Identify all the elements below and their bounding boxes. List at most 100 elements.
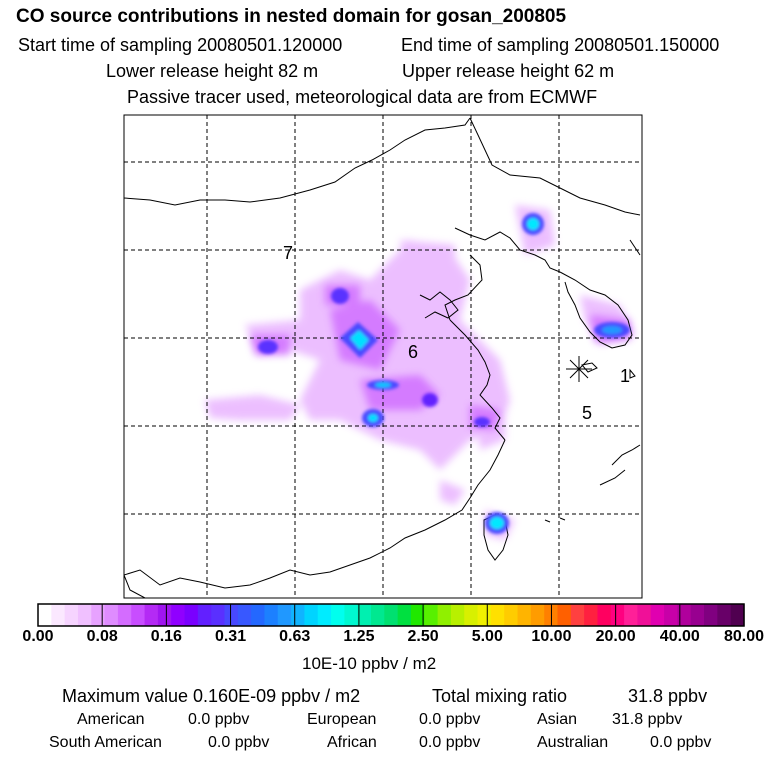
receptor-star-icon <box>566 356 592 382</box>
colorbar-swatch <box>117 604 132 626</box>
colorbar-swatch <box>157 604 172 626</box>
hotspot-xian <box>258 340 278 354</box>
colorbar-tick-label: 80.00 <box>723 628 765 645</box>
colorbar-swatch <box>211 604 226 626</box>
colorbar-swatch <box>277 604 292 626</box>
colorbar-swatch <box>64 604 79 626</box>
colorbar-swatch <box>171 604 186 626</box>
colorbar-swatch <box>51 604 66 626</box>
colorbar-swatch <box>384 604 399 626</box>
colorbar-tick-label: 2.50 <box>407 628 439 645</box>
colorbar-swatch <box>624 604 639 626</box>
asian-value: 31.8 ppbv <box>612 711 683 728</box>
colorbar-swatch <box>251 604 266 626</box>
colorbar-swatch <box>371 604 385 626</box>
colorbar-swatch <box>424 604 439 626</box>
colorbar-frame <box>37 603 745 627</box>
colorbar-swatch <box>664 604 678 626</box>
colorbar-swatch <box>410 604 425 626</box>
colorbar-swatch <box>344 604 359 626</box>
colorbar-swatch <box>91 604 106 626</box>
region-label-6: 6 <box>408 342 418 362</box>
american-value: 0.0 ppbv <box>188 711 250 728</box>
colorbar-swatch <box>464 604 479 626</box>
map-frame <box>123 114 643 599</box>
upper-release-height-label: Upper release height 62 m <box>402 61 615 81</box>
colorbar-tick-label: 40.00 <box>659 628 700 645</box>
hotspot-shenyang <box>522 213 544 235</box>
colorbar-swatch <box>637 604 652 626</box>
american-label: American <box>77 711 145 728</box>
colorbar-swatch <box>331 604 345 626</box>
hotspot-pyongyang <box>331 288 349 304</box>
european-value: 0.0 ppbv <box>419 711 481 728</box>
colorbar-swatch <box>38 604 52 626</box>
colorbar-major-ticks <box>101 604 681 626</box>
colorbar-swatch <box>397 604 412 626</box>
australian-value: 0.0 ppbv <box>650 734 712 751</box>
hotspot-shanghai <box>474 417 490 427</box>
total-mixing-ratio-value: 31.8 ppbv <box>628 686 708 706</box>
colorbar-tick-label: 5.00 <box>471 628 503 645</box>
african-value: 0.0 ppbv <box>419 734 481 751</box>
colorbar-swatch <box>144 604 159 626</box>
colorbar-swatch <box>477 604 492 626</box>
hotspot-taipei <box>485 512 509 534</box>
colorbar-swatch <box>197 604 212 626</box>
european-label: European <box>307 711 377 728</box>
colorbar-swatch <box>450 604 465 626</box>
colorbar-swatch <box>490 604 505 626</box>
colorbar-swatch <box>291 604 306 626</box>
colorbar-swatch <box>317 604 332 626</box>
colorbar-swatch <box>610 604 625 626</box>
tracer-note: Passive tracer used, meteorological data… <box>127 87 598 107</box>
south-american-value: 0.0 ppbv <box>208 734 270 751</box>
colorbar-unit: 10E-10 ppbv / m2 <box>302 654 437 673</box>
colorbar-swatches <box>38 604 745 626</box>
colorbar-swatch <box>357 604 372 626</box>
south-american-label: South American <box>49 734 162 751</box>
hotspots <box>258 213 630 534</box>
colorbar-swatch <box>304 604 319 626</box>
graticule <box>124 115 642 598</box>
colorbar-swatch <box>184 604 199 626</box>
region-label-1: 1 <box>620 366 630 386</box>
hotspot-shijiazhuang <box>367 380 399 390</box>
colorbar-swatch <box>104 604 119 626</box>
colorbar-swatch <box>437 604 452 626</box>
region-label-7: 7 <box>283 243 293 263</box>
end-time-label: End time of sampling 20080501.150000 <box>401 35 720 55</box>
colorbar-swatch <box>530 604 545 626</box>
colorbar-swatch <box>557 604 572 626</box>
colorbar-tick-label: 10.00 <box>531 628 572 645</box>
colorbar-swatch <box>504 604 519 626</box>
lower-release-height-label: Lower release height 82 m <box>106 61 319 81</box>
colorbar-swatch <box>584 604 599 626</box>
colorbar-tick-label: 0.08 <box>86 628 118 645</box>
colorbar-swatch <box>517 604 532 626</box>
colorbar-swatch <box>131 604 146 626</box>
colorbar-swatch <box>690 604 705 626</box>
colorbar-swatch <box>677 604 692 626</box>
colorbar-tick-label: 1.25 <box>343 628 375 645</box>
hotspot-zhengzhou <box>362 409 384 427</box>
region-label-5: 5 <box>582 403 592 423</box>
asian-label: Asian <box>537 711 578 728</box>
colorbar-swatch <box>650 604 665 626</box>
max-value-label: Maximum value 0.160E-09 ppbv / m2 <box>62 686 361 706</box>
hotspot-wuhan <box>422 393 438 407</box>
colorbar-tick-label: 0.16 <box>150 628 182 645</box>
colorbar-tick-label: 0.31 <box>214 628 247 645</box>
plot-title: CO source contributions in nested domain… <box>16 6 567 27</box>
hotspot-seoul <box>594 322 630 338</box>
colorbar <box>37 603 745 627</box>
coastlines <box>124 117 641 598</box>
australian-label: Australian <box>537 734 609 751</box>
colorbar-swatch <box>717 604 732 626</box>
colorbar-swatch <box>237 604 252 626</box>
african-label: African <box>327 734 377 751</box>
colorbar-swatch <box>264 604 279 626</box>
colorbar-swatch <box>570 604 585 626</box>
footprint-map: 7 6 5 1 <box>123 114 643 599</box>
colorbar-tick-label: 20.00 <box>595 628 636 645</box>
